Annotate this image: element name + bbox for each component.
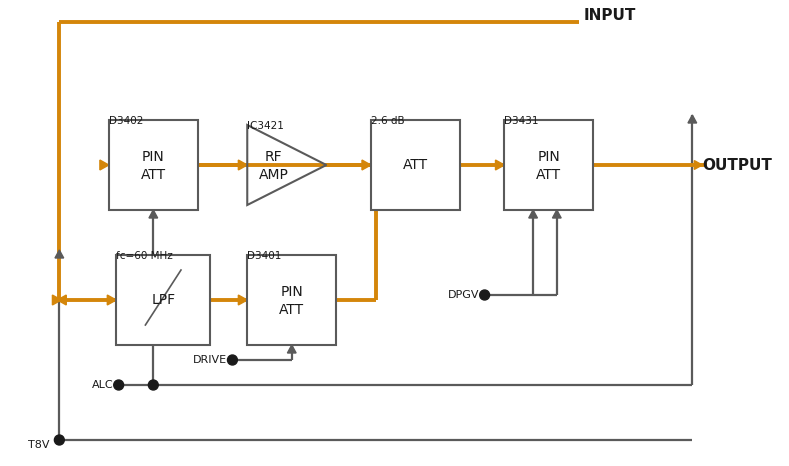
Polygon shape bbox=[362, 160, 371, 170]
Polygon shape bbox=[107, 295, 116, 305]
Polygon shape bbox=[238, 160, 247, 170]
Text: OUTPUT: OUTPUT bbox=[702, 158, 772, 172]
Text: T8V: T8V bbox=[28, 440, 50, 450]
Text: ATT: ATT bbox=[403, 158, 428, 172]
Circle shape bbox=[148, 380, 159, 390]
Text: PIN: PIN bbox=[142, 150, 165, 164]
Text: ALC: ALC bbox=[92, 380, 114, 390]
Text: INPUT: INPUT bbox=[584, 7, 636, 22]
Polygon shape bbox=[149, 210, 158, 218]
Circle shape bbox=[54, 435, 64, 445]
Polygon shape bbox=[495, 160, 504, 170]
Text: DRIVE: DRIVE bbox=[193, 355, 227, 365]
Bar bbox=[247, 255, 336, 345]
Text: DPGV: DPGV bbox=[448, 290, 480, 300]
Circle shape bbox=[480, 290, 489, 300]
Text: IC3421: IC3421 bbox=[247, 121, 284, 131]
Polygon shape bbox=[52, 295, 62, 305]
Text: ATT: ATT bbox=[279, 303, 305, 317]
Text: PIN: PIN bbox=[280, 285, 303, 299]
Text: ATT: ATT bbox=[140, 168, 166, 182]
Text: D3431: D3431 bbox=[504, 116, 539, 126]
Text: ATT: ATT bbox=[537, 168, 562, 182]
Text: LPF: LPF bbox=[151, 293, 175, 307]
Polygon shape bbox=[552, 210, 561, 218]
Polygon shape bbox=[238, 295, 247, 305]
Polygon shape bbox=[58, 295, 66, 305]
Polygon shape bbox=[287, 345, 296, 353]
Text: AMP: AMP bbox=[259, 168, 289, 182]
Text: fc=60 MHz: fc=60 MHz bbox=[116, 251, 173, 261]
Text: PIN: PIN bbox=[537, 150, 560, 164]
Bar bbox=[116, 255, 210, 345]
Text: 2.6 dB: 2.6 dB bbox=[371, 116, 405, 126]
Bar bbox=[109, 120, 198, 210]
Polygon shape bbox=[688, 115, 697, 123]
Text: D3402: D3402 bbox=[109, 116, 143, 126]
Bar bbox=[504, 120, 593, 210]
Polygon shape bbox=[55, 250, 64, 258]
Polygon shape bbox=[100, 160, 109, 170]
Text: D3401: D3401 bbox=[247, 251, 282, 261]
Circle shape bbox=[227, 355, 237, 365]
Circle shape bbox=[114, 380, 124, 390]
Polygon shape bbox=[529, 210, 537, 218]
Polygon shape bbox=[694, 161, 702, 170]
Text: RF: RF bbox=[265, 150, 282, 164]
Bar bbox=[371, 120, 460, 210]
